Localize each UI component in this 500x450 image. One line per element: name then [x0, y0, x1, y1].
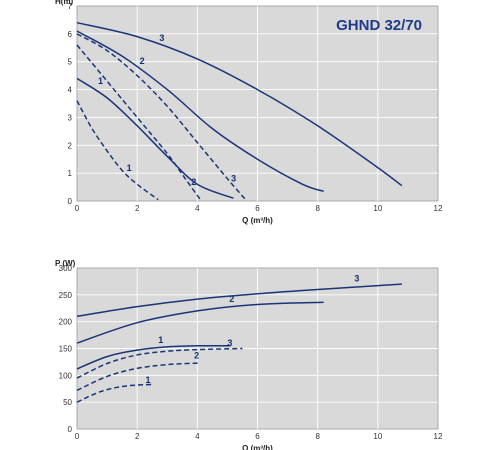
- chart-title: GHND 32/70: [336, 17, 422, 34]
- y-tick-label: 200: [59, 318, 73, 327]
- y-tick-label: 2: [68, 141, 73, 150]
- y-tick-label: 7: [68, 2, 73, 11]
- series-label: 2: [191, 177, 196, 187]
- series-label: 2: [194, 350, 199, 360]
- y-tick-label: 3: [68, 113, 73, 122]
- y-tick-label: 5: [68, 58, 73, 67]
- y-tick-label: 6: [68, 30, 73, 39]
- series-label: 3: [227, 338, 232, 348]
- x-tick-label: 8: [315, 204, 320, 213]
- series-label: 1: [127, 163, 132, 173]
- series-line-dashed-2: [76, 362, 201, 392]
- x-axis-label: Q (m³/h): [242, 444, 273, 450]
- x-tick-label: 0: [75, 432, 80, 441]
- y-tick-label: 50: [63, 398, 72, 407]
- x-tick-label: 0: [75, 204, 80, 213]
- series-label: 2: [229, 294, 234, 304]
- series-label: 3: [159, 33, 164, 43]
- y-tick-label: 250: [59, 291, 73, 300]
- series-line-dashed-2: [76, 44, 201, 201]
- y-axis-label: H(m): [55, 0, 74, 6]
- x-tick-label: 2: [135, 432, 140, 441]
- series-line-solid-1: [76, 344, 231, 370]
- series-line-solid-2: [76, 301, 324, 344]
- x-tick-label: 4: [195, 432, 200, 441]
- y-tick-label: 4: [68, 86, 73, 95]
- series-label: 3: [231, 174, 236, 184]
- series-label: 2: [140, 56, 145, 66]
- series-line-dashed-3: [76, 33, 247, 201]
- y-tick-label: 100: [59, 371, 73, 380]
- x-tick-label: 4: [195, 204, 200, 213]
- series-label: 3: [354, 273, 359, 283]
- x-tick-label: 6: [255, 204, 260, 213]
- y-tick-label: 1: [68, 169, 73, 178]
- x-tick-label: 10: [373, 204, 382, 213]
- x-tick-label: 8: [315, 432, 320, 441]
- x-tick-label: 10: [373, 432, 382, 441]
- x-tick-label: 12: [434, 204, 443, 213]
- y-tick-label: 0: [68, 197, 73, 206]
- y-axis-label: P (W): [55, 259, 76, 268]
- x-tick-label: 2: [135, 204, 140, 213]
- y-tick-label: 300: [59, 264, 73, 273]
- series-line-dashed-1: [76, 100, 159, 201]
- series-label: 1: [98, 76, 103, 86]
- series-label: 1: [158, 335, 163, 345]
- x-axis-label: Q (m³/h): [242, 216, 273, 225]
- series-label: 1: [145, 375, 150, 385]
- series-line-solid-1: [76, 77, 234, 199]
- series-line-solid-3: [76, 21, 403, 187]
- series-line-solid-2: [76, 30, 324, 193]
- series-line-solid-3: [76, 283, 402, 318]
- series-line-dashed-1: [76, 383, 153, 403]
- x-tick-label: 6: [255, 432, 260, 441]
- y-tick-label: 0: [68, 425, 73, 434]
- x-tick-label: 12: [434, 432, 443, 441]
- y-tick-label: 150: [59, 345, 73, 354]
- series-line-dashed-3: [76, 347, 243, 379]
